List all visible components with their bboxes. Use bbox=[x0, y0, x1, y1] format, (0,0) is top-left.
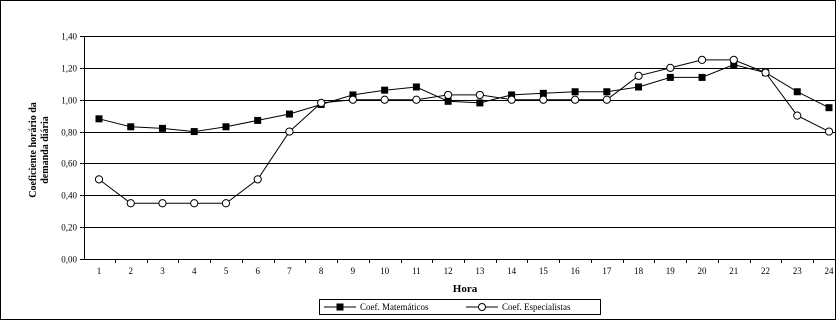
data-point-matematicos bbox=[381, 86, 389, 94]
x-tick-label: 24 bbox=[825, 266, 835, 276]
data-point-especialistas bbox=[221, 199, 231, 208]
data-point-matematicos bbox=[666, 73, 674, 81]
x-tick-label: 3 bbox=[160, 266, 165, 276]
data-point-matematicos bbox=[698, 73, 706, 81]
data-point-matematicos bbox=[825, 104, 833, 112]
legend: Coef. Matemáticos Coef. Especialistas bbox=[319, 299, 601, 315]
series-group bbox=[94, 55, 834, 208]
data-point-especialistas bbox=[126, 199, 135, 208]
data-point-matematicos bbox=[603, 88, 611, 96]
data-point-matematicos bbox=[222, 123, 230, 131]
x-tick-label: 15 bbox=[539, 266, 549, 276]
data-point-especialistas bbox=[317, 98, 326, 108]
data-point-especialistas bbox=[475, 90, 484, 100]
x-tick-label: 22 bbox=[761, 266, 770, 276]
x-axis-label: Hora bbox=[453, 283, 478, 295]
data-point-especialistas bbox=[285, 127, 294, 136]
data-point-especialistas bbox=[697, 55, 707, 64]
data-point-matematicos bbox=[508, 91, 516, 99]
legend-label-matematicos: Coef. Matemáticos bbox=[360, 302, 429, 312]
data-point-especialistas bbox=[444, 90, 453, 100]
x-tick-label: 7 bbox=[287, 266, 292, 276]
data-point-especialistas bbox=[94, 175, 104, 184]
legend-box bbox=[319, 299, 601, 315]
y-axis-label-line-1: Coeficiente horário da bbox=[28, 102, 39, 198]
gridlines bbox=[80, 36, 836, 263]
data-point-matematicos bbox=[476, 99, 484, 107]
data-point-matematicos bbox=[571, 88, 579, 96]
x-tick-label: 20 bbox=[698, 266, 708, 276]
data-point-especialistas bbox=[158, 199, 167, 208]
data-point-especialistas bbox=[348, 95, 358, 104]
y-tick-labels: 0,00 0,20 0,40 0,60 0,80 1,00 1,20 1,40 bbox=[61, 32, 77, 265]
x-tick-label: 11 bbox=[412, 266, 421, 276]
x-tick-label: 17 bbox=[602, 266, 612, 276]
data-point-matematicos bbox=[730, 61, 738, 69]
x-tick-label: 23 bbox=[793, 266, 803, 276]
data-point-matematicos bbox=[254, 116, 262, 124]
x-tick-label: 5 bbox=[224, 266, 229, 276]
series-line-especialistas bbox=[98, 59, 830, 204]
legend-marker-matematicos bbox=[336, 303, 344, 311]
data-point-especialistas bbox=[634, 71, 643, 80]
data-point-matematicos bbox=[190, 128, 198, 136]
data-point-matematicos bbox=[412, 83, 420, 91]
x-tick-label: 18 bbox=[634, 266, 644, 276]
y-tick-label: 0,00 bbox=[61, 255, 77, 265]
data-point-especialistas bbox=[190, 199, 199, 208]
data-point-especialistas bbox=[507, 95, 516, 104]
x-tick-label: 6 bbox=[255, 266, 260, 276]
data-point-especialistas bbox=[824, 127, 834, 136]
y-tick-label: 1,00 bbox=[61, 96, 77, 106]
data-point-matematicos bbox=[158, 124, 166, 132]
data-point-especialistas bbox=[793, 111, 802, 120]
data-point-especialistas bbox=[412, 95, 421, 104]
data-point-especialistas bbox=[602, 95, 611, 104]
data-point-especialistas bbox=[570, 95, 580, 104]
data-point-matematicos bbox=[127, 123, 135, 131]
data-point-matematicos bbox=[95, 115, 103, 123]
x-tick-label: 9 bbox=[351, 266, 356, 276]
data-point-matematicos bbox=[349, 91, 357, 99]
x-tick-label: 1 bbox=[97, 266, 102, 276]
x-tick-label: 10 bbox=[380, 266, 390, 276]
y-tick-label: 0,80 bbox=[61, 128, 77, 138]
data-point-matematicos bbox=[793, 88, 801, 96]
x-tick-label: 21 bbox=[729, 266, 738, 276]
x-tick-label: 19 bbox=[666, 266, 676, 276]
x-tick-label: 14 bbox=[507, 266, 517, 276]
y-tick-label: 0,60 bbox=[61, 159, 77, 169]
data-point-matematicos bbox=[444, 97, 452, 105]
y-tick-label: 1,40 bbox=[61, 32, 77, 42]
x-tick-label: 8 bbox=[319, 266, 324, 276]
y-tick-label: 1,20 bbox=[61, 64, 77, 74]
y-axis-label-line-2: demanda diária bbox=[40, 116, 51, 184]
data-point-matematicos bbox=[539, 89, 547, 97]
x-tick-label: 4 bbox=[192, 266, 197, 276]
data-point-especialistas bbox=[729, 55, 738, 64]
y-tick-label: 0,20 bbox=[61, 223, 77, 233]
data-point-matematicos bbox=[635, 83, 643, 91]
data-point-matematicos bbox=[285, 110, 293, 118]
data-point-especialistas bbox=[253, 175, 262, 184]
x-tick-label: 16 bbox=[571, 266, 581, 276]
y-tick-label: 0,40 bbox=[61, 191, 77, 201]
x-tick-labels: 1 2 3 4 5 6 7 8 9 10 11 12 13 14 15 16 17 18 19 20 21 22 23 24 bbox=[97, 266, 834, 276]
data-point-especialistas bbox=[761, 68, 770, 77]
legend-marker-especialistas bbox=[478, 303, 486, 311]
data-point-especialistas bbox=[380, 95, 389, 104]
x-tick-label: 13 bbox=[475, 266, 485, 276]
data-point-especialistas bbox=[539, 95, 548, 104]
series-line-matematicos bbox=[98, 64, 830, 133]
x-tick-label: 2 bbox=[128, 266, 133, 276]
legend-label-especialistas: Coef. Especialistas bbox=[502, 302, 571, 312]
data-point-especialistas bbox=[666, 63, 675, 72]
x-tick-label: 12 bbox=[444, 266, 453, 276]
